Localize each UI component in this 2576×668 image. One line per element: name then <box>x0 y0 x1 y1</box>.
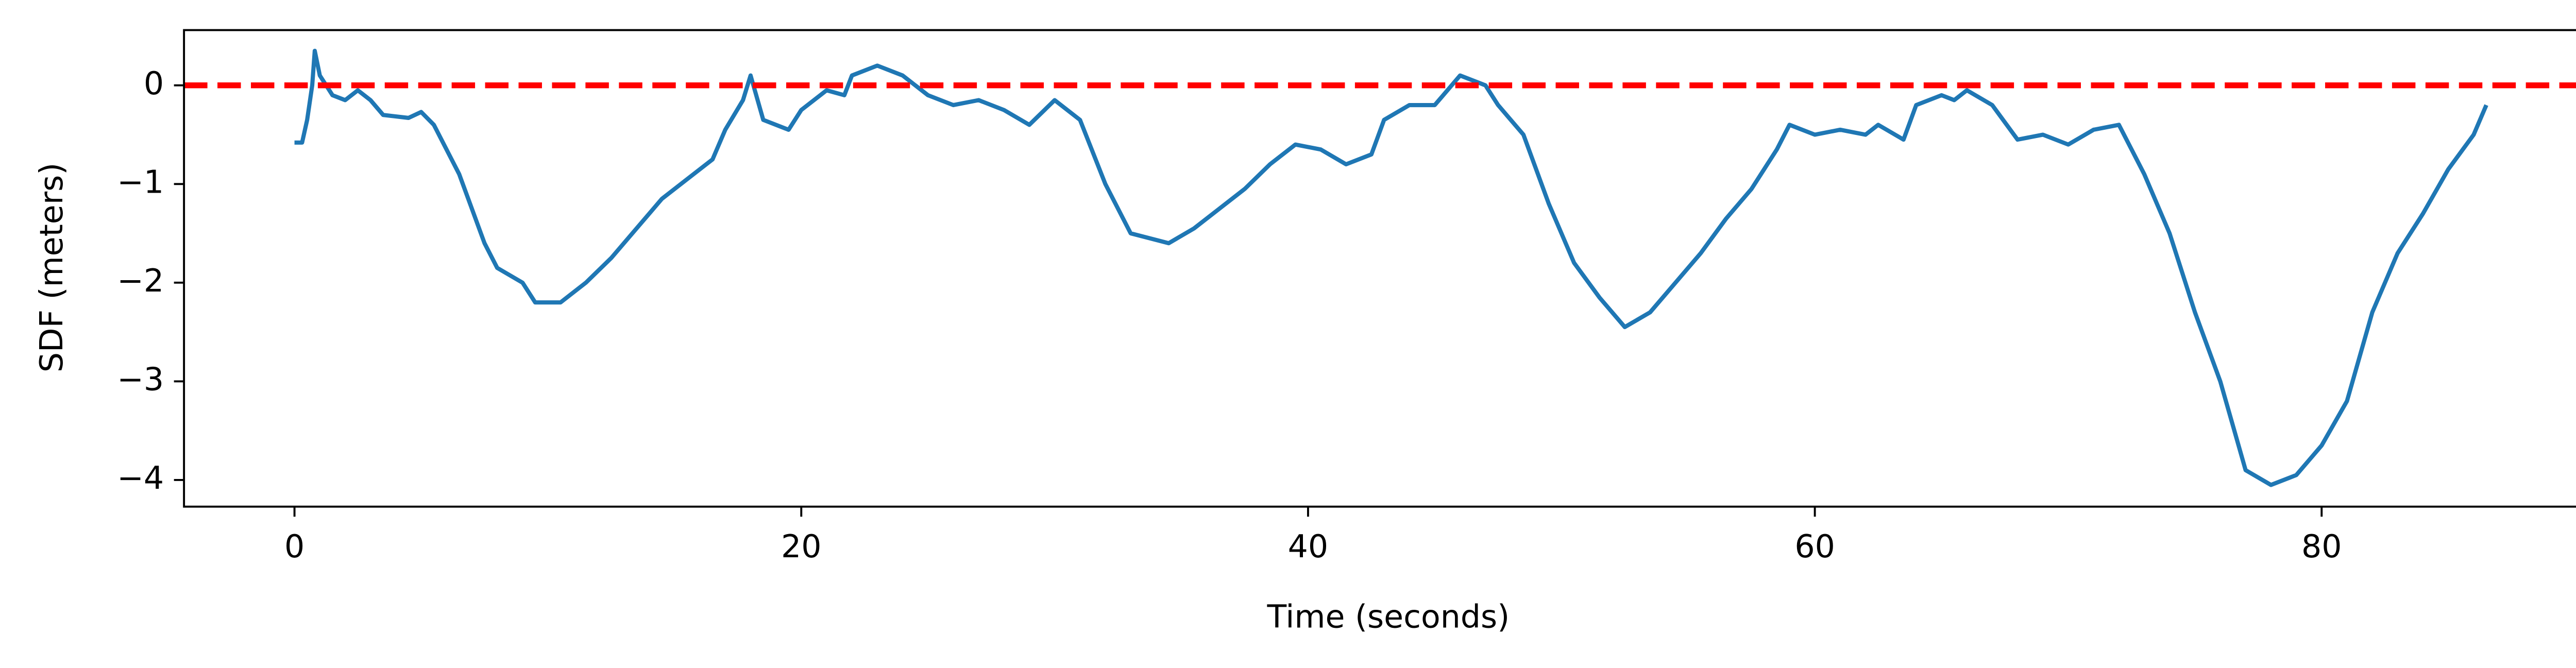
x-axis-label: Time (seconds) <box>1266 598 1510 635</box>
x-tick-label: 60 <box>1794 528 1835 565</box>
x-tick-label: 80 <box>2301 528 2342 565</box>
x-tick-label: 40 <box>1288 528 1328 565</box>
x-tick-label: 0 <box>284 528 304 565</box>
y-tick-label: −3 <box>117 361 164 398</box>
x-tick-label: 20 <box>781 528 821 565</box>
y-tick-label: −2 <box>117 262 164 299</box>
plot-frame <box>183 29 2576 508</box>
y-tick-label: −4 <box>117 459 164 496</box>
y-tick-label: −1 <box>117 163 164 200</box>
y-axis-label: SDF (meters) <box>33 163 70 372</box>
data-line <box>294 48 2488 487</box>
y-tick-label: 0 <box>144 65 164 102</box>
